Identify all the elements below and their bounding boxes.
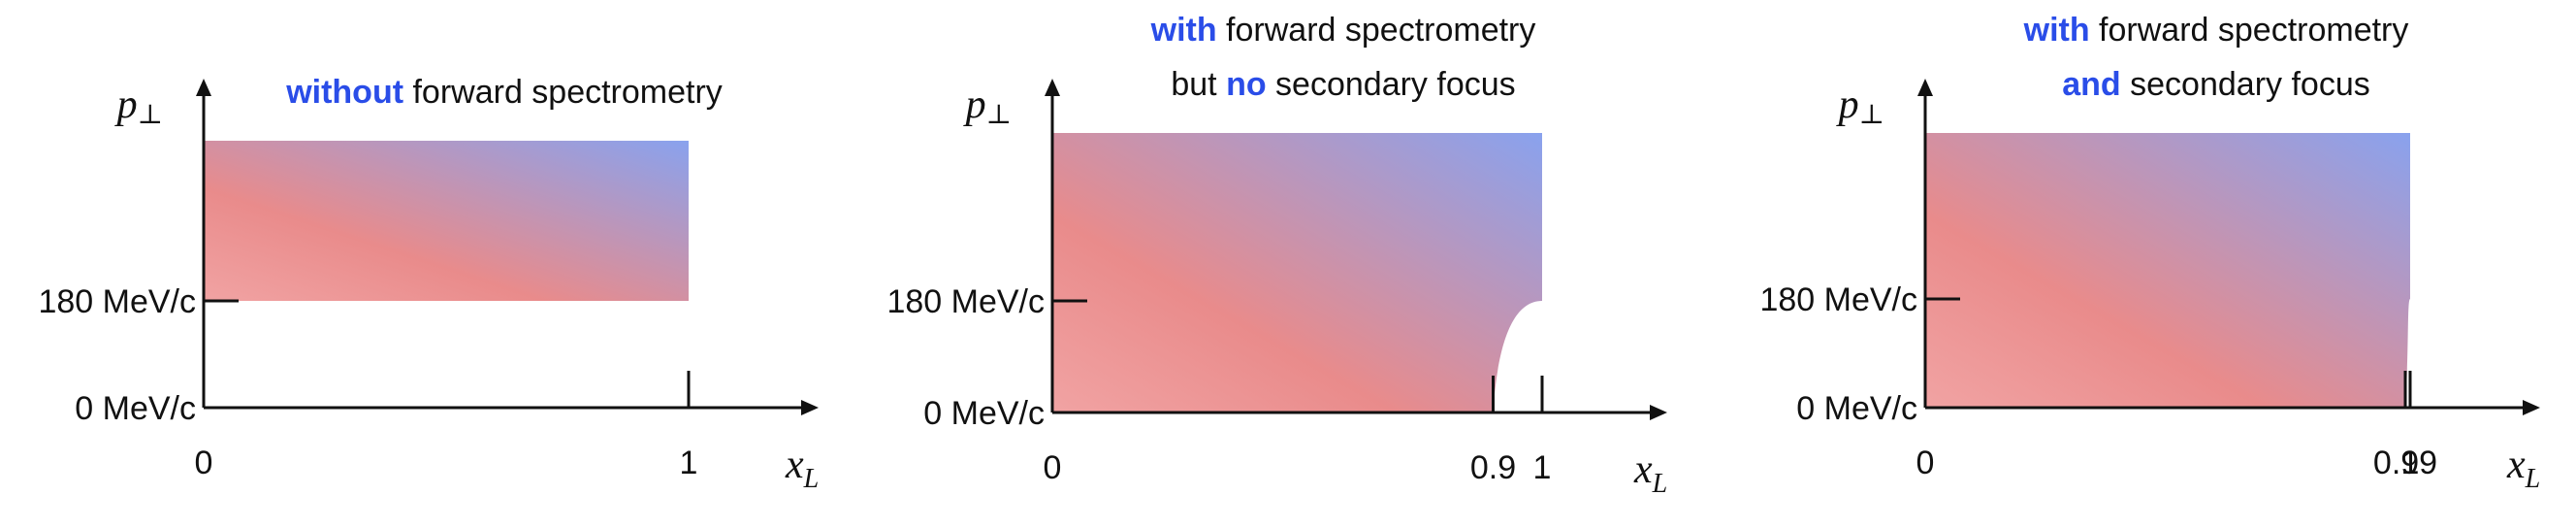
x-tick-label: 1 bbox=[680, 445, 698, 481]
x-tick-label: 0 bbox=[1044, 449, 1062, 486]
x-axis-label: xL bbox=[1633, 447, 1667, 499]
y-tick-label: 0 MeV/c bbox=[75, 390, 196, 427]
x-axis-arrow-icon bbox=[801, 400, 819, 415]
y-axis-label: p⊥ bbox=[114, 82, 163, 130]
panel-secondary: 0 MeV/c 180 MeV/c 0 0.991 p⊥ xL with forward s… bbox=[1759, 12, 2540, 494]
panel-title-line: without forward spectrometry bbox=[285, 74, 723, 111]
panel-no-secondary: 0 MeV/c 180 MeV/c 0 0.9 1 p⊥ xL with forward sp… bbox=[886, 12, 1667, 499]
acceptance-region bbox=[1052, 133, 1542, 412]
y-axis-arrow-icon bbox=[196, 79, 211, 96]
acceptance-region bbox=[204, 141, 689, 301]
y-tick-label: 180 MeV/c bbox=[38, 283, 196, 320]
y-axis-arrow-icon bbox=[1917, 79, 1933, 96]
x-tick-label: 1 bbox=[2401, 445, 2420, 481]
y-tick-label: 180 MeV/c bbox=[1759, 281, 1917, 318]
x-tick-label: 0.9 bbox=[1470, 449, 1516, 486]
y-tick-label: 180 MeV/c bbox=[886, 283, 1045, 320]
panels-root: 0 MeV/c 180 MeV/c 0 1 p⊥ xL without forward sp… bbox=[38, 12, 2540, 499]
x-axis-arrow-icon bbox=[2523, 400, 2540, 415]
acceptance-region bbox=[1925, 133, 2410, 408]
x-tick-label: 1 bbox=[1533, 449, 1552, 486]
y-axis-label: p⊥ bbox=[1836, 82, 1884, 130]
y-tick-label: 0 MeV/c bbox=[1796, 390, 1917, 427]
panel-title-line: with forward spectrometry bbox=[1150, 12, 1536, 49]
x-tick-label: 0.99 bbox=[2373, 445, 2437, 481]
x-axis-arrow-icon bbox=[1650, 405, 1667, 420]
x-axis-label: xL bbox=[2506, 443, 2540, 494]
panel-title-line: and secondary focus bbox=[2062, 66, 2369, 103]
panel-without: 0 MeV/c 180 MeV/c 0 1 p⊥ xL without forward sp… bbox=[38, 74, 819, 494]
y-tick-label: 0 MeV/c bbox=[923, 395, 1045, 432]
panel-title-line: with forward spectrometry bbox=[2023, 12, 2409, 49]
x-axis-label: xL bbox=[785, 443, 819, 494]
x-tick-label: 0 bbox=[195, 445, 213, 481]
panel-title-line: but no secondary focus bbox=[1171, 66, 1515, 103]
y-axis-arrow-icon bbox=[1045, 79, 1060, 96]
x-tick-label: 0 bbox=[1916, 445, 1935, 481]
y-axis-label: p⊥ bbox=[963, 82, 1012, 130]
